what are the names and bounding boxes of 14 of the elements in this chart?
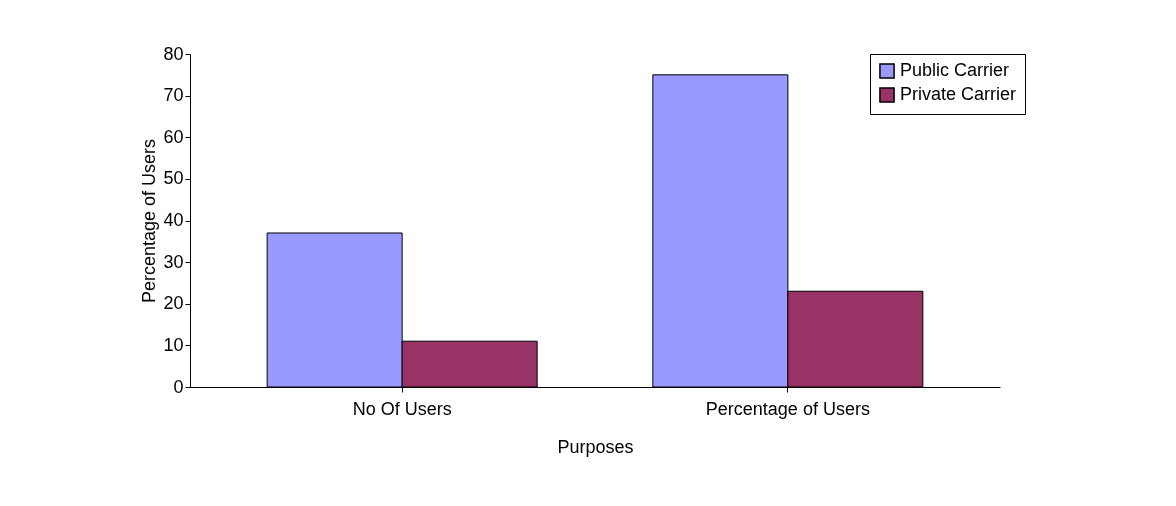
y-axis-title: Percentage of Users [139,138,160,304]
y-tick-label: 20 [163,293,184,314]
legend-label: Public Carrier [900,60,1010,80]
y-tick-label: 70 [163,85,184,106]
y-tick-label: 0 [173,376,184,397]
y-tick-label: 30 [163,251,184,272]
y-tick-label: 50 [163,168,184,189]
legend-label: Private Carrier [900,84,1017,104]
y-tick-label: 60 [163,126,184,147]
x-tick-label: No Of Users [352,398,452,419]
y-tick-label: 80 [163,43,184,64]
y-tick-label: 40 [163,210,184,230]
y-tick-label: 10 [163,334,184,355]
x-axis-title: Purposes [557,436,634,457]
